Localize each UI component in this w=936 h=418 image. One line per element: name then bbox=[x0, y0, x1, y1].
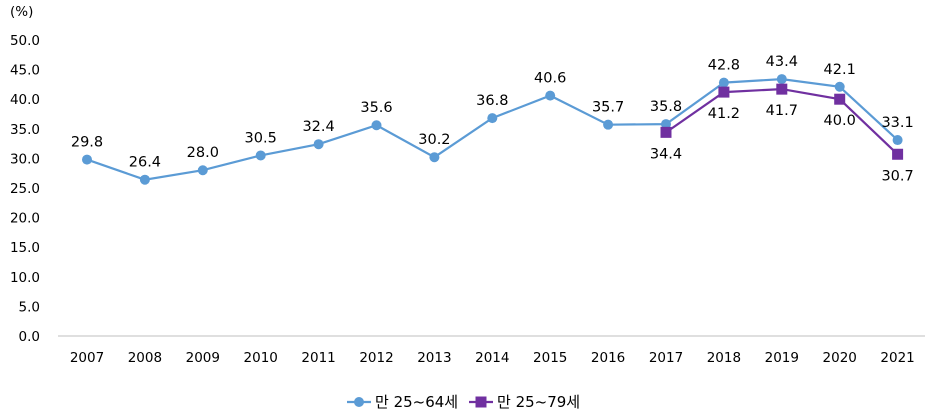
y-tick-label: 10.0 bbox=[10, 270, 40, 286]
x-tick-label: 2016 bbox=[591, 350, 625, 366]
legend-label-2: 만 25~79세 bbox=[497, 393, 580, 411]
series-2-point bbox=[718, 86, 730, 98]
data-label: 28.0 bbox=[187, 145, 219, 161]
y-tick-label: 15.0 bbox=[10, 240, 40, 256]
y-tick-label: 45.0 bbox=[10, 63, 40, 79]
y-tick-label: 30.0 bbox=[10, 151, 40, 167]
data-label: 42.8 bbox=[708, 58, 740, 74]
x-tick-label: 2014 bbox=[475, 350, 509, 366]
data-label: 34.4 bbox=[650, 146, 682, 162]
series-1-point bbox=[487, 113, 498, 124]
y-tick-label: 50.0 bbox=[10, 33, 40, 49]
x-tick-label: 2009 bbox=[186, 350, 220, 366]
series-1-point bbox=[429, 152, 440, 163]
data-label: 33.1 bbox=[881, 115, 913, 131]
data-label: 36.8 bbox=[476, 93, 508, 109]
y-axis-ticks: 0.0 5.0 10.0 15.0 20.0 25.0 30.0 35.0 40.0 45.0 50… bbox=[10, 33, 40, 345]
series-1-point bbox=[197, 165, 208, 176]
data-label: 40.0 bbox=[824, 113, 856, 129]
x-tick-label: 2015 bbox=[533, 350, 567, 366]
series-2-point bbox=[776, 83, 788, 95]
data-label: 35.7 bbox=[592, 100, 624, 116]
x-tick-label: 2012 bbox=[359, 350, 393, 366]
legend: 만 25~64세 만 25~79세 bbox=[347, 393, 580, 411]
data-label: 29.8 bbox=[71, 135, 103, 151]
series-1-point bbox=[834, 81, 845, 92]
legend-marker-1 bbox=[354, 397, 364, 407]
y-tick-label: 5.0 bbox=[19, 299, 40, 315]
x-tick-label: 2008 bbox=[128, 350, 162, 366]
series-1-point bbox=[371, 120, 382, 131]
data-label: 30.2 bbox=[418, 132, 450, 148]
data-label: 41.7 bbox=[766, 103, 798, 119]
y-tick-label: 20.0 bbox=[10, 211, 40, 227]
series-layer bbox=[82, 74, 904, 185]
y-tick-label: 0.0 bbox=[19, 329, 40, 345]
x-tick-label: 2017 bbox=[649, 350, 683, 366]
x-tick-label: 2020 bbox=[823, 350, 857, 366]
y-tick-label: 25.0 bbox=[10, 181, 40, 197]
data-label: 30.7 bbox=[881, 168, 913, 184]
data-label: 26.4 bbox=[129, 155, 161, 171]
data-labels-layer: 29.8 26.4 28.0 30.5 32.4 35.6 30.2 36.8 40.6 35.7… bbox=[71, 54, 914, 184]
data-label: 30.5 bbox=[245, 130, 277, 146]
series-1-point bbox=[255, 150, 266, 161]
data-label: 32.4 bbox=[302, 119, 334, 135]
x-tick-label: 2019 bbox=[765, 350, 799, 366]
x-tick-label: 2021 bbox=[880, 350, 914, 366]
y-axis-unit-label: (%) bbox=[10, 4, 33, 20]
series-2-point bbox=[660, 126, 672, 138]
series-1-point bbox=[776, 74, 787, 85]
x-tick-label: 2011 bbox=[301, 350, 335, 366]
series-1-point bbox=[718, 77, 729, 88]
x-tick-label: 2018 bbox=[707, 350, 741, 366]
series-1-point bbox=[545, 90, 556, 101]
legend-marker-2 bbox=[475, 396, 487, 408]
data-label: 42.1 bbox=[824, 62, 856, 78]
series-1-point bbox=[661, 119, 671, 130]
series-1-point bbox=[313, 139, 324, 150]
x-axis-ticks: 2007 2008 2009 2010 2011 2012 2013 2014 2015 2016… bbox=[70, 350, 915, 366]
series-1-point bbox=[82, 154, 92, 165]
data-label: 40.6 bbox=[534, 71, 566, 87]
x-tick-label: 2013 bbox=[417, 350, 451, 366]
series-1-point bbox=[139, 174, 150, 185]
data-label: 43.4 bbox=[766, 54, 798, 70]
series-2-point bbox=[834, 93, 846, 105]
x-tick-label: 2010 bbox=[244, 350, 278, 366]
y-tick-label: 40.0 bbox=[10, 92, 40, 108]
y-tick-label: 35.0 bbox=[10, 122, 40, 138]
data-label: 35.8 bbox=[650, 99, 682, 115]
x-tick-label: 2007 bbox=[70, 350, 104, 366]
data-label: 41.2 bbox=[708, 106, 740, 122]
series-1-point bbox=[892, 135, 903, 146]
data-label: 35.6 bbox=[360, 100, 392, 116]
series-2-point bbox=[892, 148, 904, 160]
legend-label-1: 만 25~64세 bbox=[375, 393, 458, 411]
series-1-point bbox=[603, 119, 614, 130]
